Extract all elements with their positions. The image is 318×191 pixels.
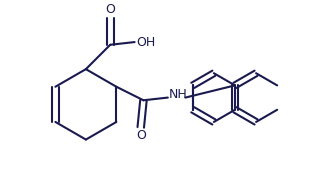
Text: O: O (136, 129, 146, 142)
Text: O: O (105, 3, 115, 16)
Text: OH: OH (136, 36, 155, 49)
Text: NH: NH (169, 88, 188, 101)
